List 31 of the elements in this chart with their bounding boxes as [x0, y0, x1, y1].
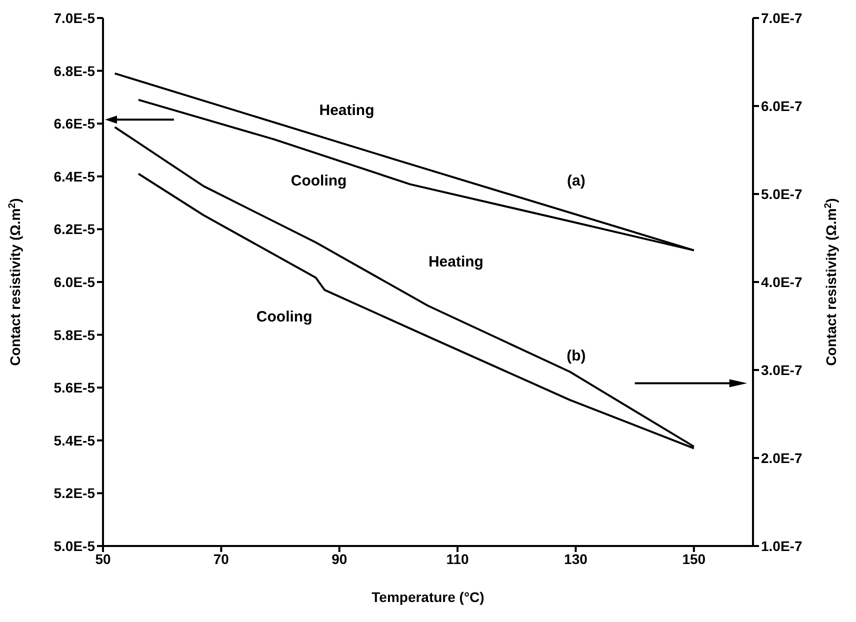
annotation: Cooling: [290, 172, 347, 190]
y-tick-label: 6.6E-5: [54, 116, 96, 132]
x-axis-title: Temperature (°C): [372, 589, 484, 605]
x-tick-label: 110: [446, 550, 470, 567]
y-tick-label: 5.2E-5: [54, 485, 96, 502]
y-tick-label: 5.0E-5: [54, 538, 96, 554]
y2-tick-label: 2.0E-7: [761, 450, 802, 466]
y-tick-label: 6.8E-5: [54, 62, 96, 79]
annotation: Heating: [428, 253, 484, 270]
y2-tick-label: 4.0E-7: [761, 274, 802, 290]
y-tick-label: 6.0E-5: [54, 274, 96, 290]
y-tick-label: 7.0E-5: [54, 10, 96, 26]
y2-tick-label: 5.0E-7: [761, 186, 802, 202]
y-tick-label: 6.4E-5: [54, 168, 96, 184]
y-tick-label: 5.8E-5: [54, 326, 96, 343]
annotation: Cooling: [256, 308, 312, 326]
y-tick-label: 6.2E-5: [54, 221, 96, 238]
y2-tick-label: 3.0E-7: [761, 362, 802, 378]
x-tick-label: 90: [332, 550, 348, 567]
x-tick-label: 50: [95, 550, 111, 567]
annotation: (b): [566, 347, 586, 364]
y2-tick-label: 7.0E-7: [761, 10, 802, 26]
x-tick-label: 130: [564, 550, 588, 567]
x-tick-label: 150: [682, 550, 706, 567]
y2-tick-label: 6.0E-7: [761, 98, 802, 114]
x-tick-label: 70: [213, 550, 230, 567]
y-tick-label: 5.6E-5: [54, 380, 96, 396]
annotation: (a): [567, 172, 586, 190]
annotation: Heating: [319, 102, 374, 119]
y2-tick-label: 1.0E-7: [761, 538, 802, 554]
y-tick-label: 5.4E-5: [54, 432, 96, 448]
